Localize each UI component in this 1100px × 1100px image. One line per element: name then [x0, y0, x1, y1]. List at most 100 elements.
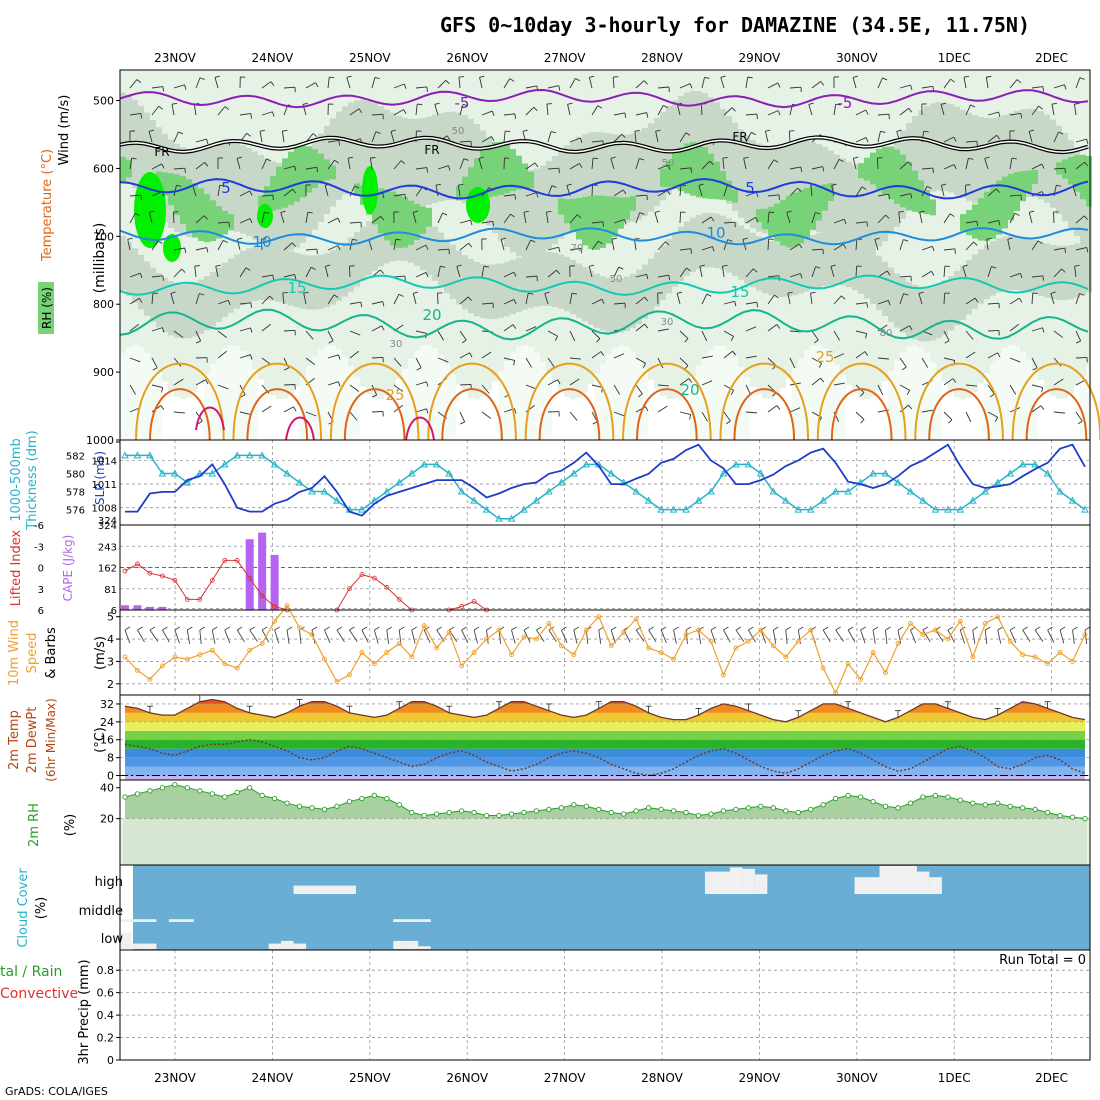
wind-barb-flag: [1086, 247, 1089, 253]
wind-speed-point: [434, 645, 440, 651]
rh-moist-rect: [1080, 154, 1086, 200]
wind-barb-flag: [1084, 215, 1088, 220]
thickness-point: [956, 505, 965, 513]
wind-barb-flag: [953, 136, 957, 142]
isotherm-line: [119, 308, 1089, 341]
wind-speed-point: [1082, 632, 1088, 638]
wind-barb-flag: [291, 242, 296, 247]
wind-speed-point: [708, 638, 714, 644]
rh-band-rect: [792, 240, 798, 296]
wind-barb-flag: [991, 266, 997, 269]
wind-barb: [1009, 272, 1021, 278]
wind-barb-flag: [611, 237, 617, 240]
wind-barb-flag: [417, 103, 423, 106]
rh-band-rect: [528, 253, 534, 308]
rh-point: [309, 805, 315, 811]
wind-barb: [701, 355, 713, 359]
tick-label: 0: [107, 1054, 114, 1067]
rh-band-rect: [798, 239, 804, 294]
wind-barb-flag: [423, 626, 430, 631]
cloud-bar-low: [293, 943, 307, 949]
rh-moist-rect: [582, 196, 588, 246]
wind-barb: [239, 327, 251, 332]
temp-band: [125, 730, 1085, 740]
wind-barb: [129, 158, 133, 170]
wind-barb: [195, 77, 201, 89]
rh-dry-rect: [600, 363, 606, 440]
rh-moist-rect: [162, 172, 168, 196]
cape-bar: [133, 605, 142, 610]
rh-band-rect: [534, 168, 540, 257]
wind-barb-flag: [773, 159, 779, 163]
wind-barb-flag: [923, 130, 929, 133]
wind-barb-flag: [940, 102, 947, 105]
wind-barb-flag: [358, 108, 363, 114]
wind-barb: [415, 244, 427, 251]
wind-barb: [393, 384, 404, 392]
tick-label: 0.4: [97, 1009, 115, 1022]
tick-label: 3: [107, 655, 114, 668]
wind-barb-flag: [1018, 297, 1023, 303]
wind-barb-flag: [774, 294, 779, 299]
thickness-point: [121, 451, 129, 459]
wind-barb: [173, 131, 179, 143]
wind-barb-flag: [712, 246, 715, 252]
wind-barb: [148, 131, 153, 143]
wind-barb-flag: [954, 248, 956, 254]
wind-barb: [261, 158, 267, 170]
wind-speed-point: [758, 627, 764, 633]
wind-barb: [785, 629, 788, 644]
wind-barb: [611, 239, 615, 251]
wind-barb: [1031, 86, 1043, 89]
rh-point: [508, 811, 515, 817]
wind-barb-flag: [820, 377, 825, 383]
rh-point: [334, 803, 340, 809]
wind-barb: [523, 629, 531, 643]
rh-band-rect: [810, 235, 816, 290]
rh-band-rect: [840, 158, 846, 247]
rh-band-rect: [834, 154, 840, 243]
rh-band-rect: [954, 271, 960, 326]
rh-dry-rect: [384, 395, 390, 440]
rh-band-rect: [240, 251, 246, 306]
wind-barb: [217, 330, 228, 339]
wind-barb-flag: [1034, 626, 1041, 631]
rh-point: [359, 795, 365, 802]
cloud-bar-high: [330, 885, 344, 894]
wind-barb-flag: [952, 378, 957, 383]
wind-barb: [173, 411, 185, 414]
top-date-label: 24NOV: [252, 51, 294, 65]
wind-barb: [327, 354, 339, 359]
thickness-point: [844, 487, 852, 495]
wind-speed-point: [159, 663, 165, 669]
rh-band-rect: [738, 129, 744, 218]
rh-band-rect: [168, 281, 174, 336]
thickness-point: [532, 496, 541, 504]
rh-band-rect: [672, 232, 678, 287]
rh-band-rect: [786, 242, 792, 297]
rh-point: [758, 803, 764, 809]
rh-dry-rect: [288, 394, 294, 440]
rh-band-rect: [252, 246, 258, 301]
cloud-bar-middle: [143, 919, 157, 922]
wind-barb-flag: [776, 405, 781, 410]
wind-barb-flag: [970, 104, 976, 108]
wind-barb: [679, 248, 691, 251]
wind-barb: [833, 218, 845, 224]
rh-moist-rect: [666, 160, 672, 188]
wind-barb: [657, 241, 666, 251]
rh-band-rect: [654, 117, 660, 207]
wind-barb: [286, 629, 290, 644]
rh-band-rect: [570, 140, 576, 229]
top-date-label: 2DEC: [1035, 51, 1068, 65]
rh-band-rect: [858, 165, 864, 254]
wind-barb-flag: [536, 626, 542, 631]
wind-speed-point: [858, 676, 864, 682]
wind-barb-flag: [283, 367, 289, 371]
wind-barb-flag: [459, 421, 465, 425]
wind-barb-flag: [1016, 79, 1022, 84]
rh-moist-rect: [990, 185, 996, 239]
wind-barb-flag: [706, 293, 712, 297]
rh-band-rect: [696, 91, 702, 180]
wind-barb: [525, 326, 537, 332]
